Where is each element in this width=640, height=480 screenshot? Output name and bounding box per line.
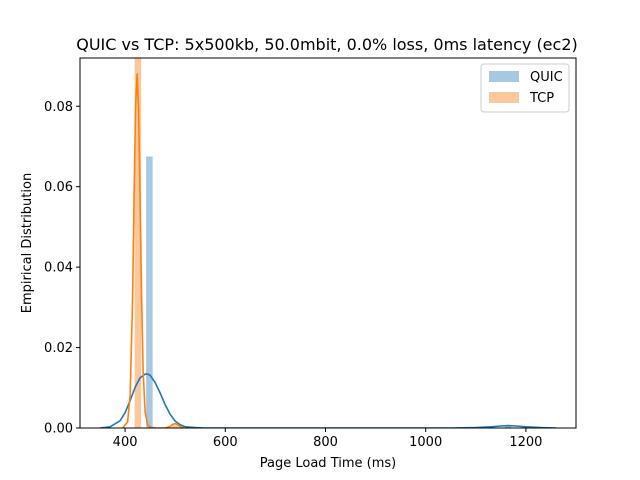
x-tick-label: 400 — [113, 435, 138, 450]
histogram-bars — [134, 58, 512, 428]
y-tick-label: 0.00 — [44, 422, 73, 437]
x-tick-label: 800 — [313, 435, 338, 450]
kde-line-tcp — [121, 73, 187, 428]
hist-bar-quic — [504, 425, 512, 428]
legend: QUIC TCP — [480, 63, 570, 113]
kde-line-quic — [99, 373, 557, 428]
hist-bar-quic — [146, 156, 153, 428]
x-tick-label: 600 — [213, 435, 238, 450]
plot-frame — [79, 57, 577, 429]
chart-title: QUIC vs TCP: 5x500kb, 50.0mbit, 0.0% los… — [76, 35, 578, 54]
legend-label-quic: QUIC — [530, 70, 563, 85]
legend-swatch-quic — [489, 71, 519, 82]
y-axis-ticks: 0.00 0.02 0.04 0.06 0.08 — [44, 100, 80, 437]
hist-bar-tcp — [171, 425, 179, 428]
kde-curves — [99, 73, 557, 428]
y-tick-label: 0.08 — [44, 100, 73, 115]
x-tick-label: 1000 — [409, 435, 442, 450]
legend-swatch-tcp — [489, 92, 519, 103]
legend-label-tcp: TCP — [529, 91, 554, 106]
y-tick-label: 0.04 — [44, 261, 73, 276]
y-tick-label: 0.02 — [44, 341, 73, 356]
x-tick-label: 1200 — [509, 435, 542, 450]
x-axis-ticks: 400 600 800 1000 1200 — [113, 428, 542, 450]
y-axis-label: Empirical Distribution — [20, 173, 35, 313]
y-tick-label: 0.06 — [44, 180, 73, 195]
x-axis-label: Page Load Time (ms) — [260, 456, 396, 471]
hist-bar-tcp — [134, 58, 142, 428]
